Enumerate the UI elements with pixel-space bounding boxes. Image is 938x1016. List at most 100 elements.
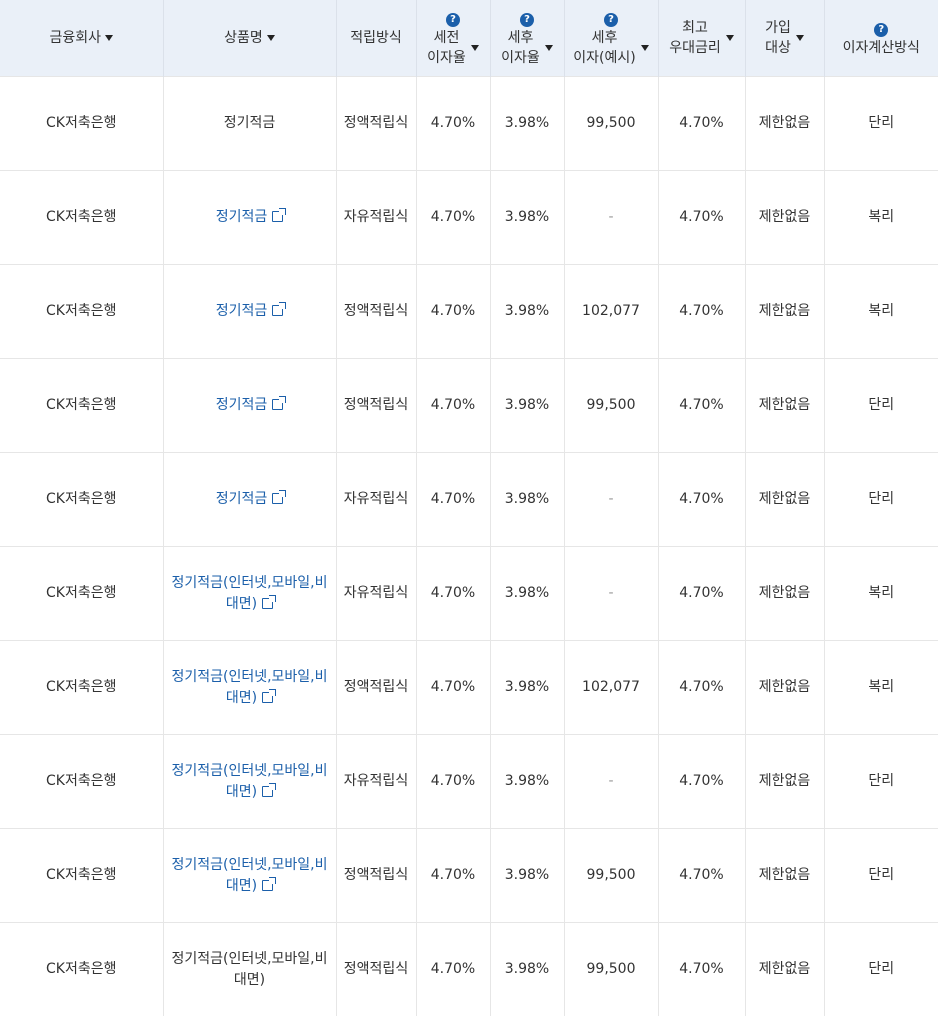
header-pretax-rate[interactable]: ? 세전 이자율 — [416, 0, 490, 77]
cell-product[interactable]: 정기적금(인터넷,모바일,비대면) — [163, 547, 336, 641]
external-link-icon[interactable] — [272, 493, 283, 504]
product-name[interactable]: 정기적금(인터넷,모바일,비대면) — [171, 575, 327, 612]
cell-method: 자유적립식 — [336, 171, 416, 265]
sort-caret-icon[interactable] — [641, 45, 649, 51]
cell-company: CK저축은행 — [0, 735, 163, 829]
target-value: 제한없음 — [759, 585, 811, 601]
header-product[interactable]: 상품명 — [163, 0, 336, 77]
header-pretax-line1: 세전 — [434, 30, 460, 46]
header-max-rate[interactable]: 최고 우대금리 — [658, 0, 745, 77]
cell-product[interactable]: 정기적금 — [163, 171, 336, 265]
pretax-rate-value: 4.70% — [431, 209, 475, 225]
cell-pretax-rate: 4.70% — [416, 359, 490, 453]
product-name[interactable]: 정기적금 — [216, 209, 268, 225]
product-name[interactable]: 정기적금 — [216, 491, 268, 507]
product-name[interactable]: 정기적금 — [216, 303, 268, 319]
cell-calc-method: 단리 — [824, 923, 938, 1016]
help-icon[interactable]: ? — [520, 13, 534, 27]
header-calc-method[interactable]: ? 이자계산방식 — [824, 0, 938, 77]
cell-product: 정기적금(인터넷,모바일,비대면) — [163, 923, 336, 1016]
external-link-icon[interactable] — [262, 598, 273, 609]
table-row: CK저축은행 정기적금 자유적립식 4.70% 3.98% - 4.70% 제한… — [0, 453, 938, 547]
cell-aftertax-interest: 102,077 — [564, 265, 658, 359]
company-name: CK저축은행 — [46, 867, 116, 883]
external-link-icon[interactable] — [272, 399, 283, 410]
target-value: 제한없음 — [759, 961, 811, 977]
sort-caret-icon[interactable] — [796, 35, 804, 41]
cell-product[interactable]: 정기적금 — [163, 453, 336, 547]
method-value: 정액적립식 — [344, 303, 408, 319]
aftertax-interest-value: - — [608, 585, 613, 601]
product-name[interactable]: 정기적금(인터넷,모바일,비대면) — [171, 669, 327, 706]
cell-product[interactable]: 정기적금(인터넷,모바일,비대면) — [163, 641, 336, 735]
help-icon[interactable]: ? — [604, 13, 618, 27]
sort-caret-icon[interactable] — [471, 45, 479, 51]
cell-company: CK저축은행 — [0, 359, 163, 453]
cell-pretax-rate: 4.70% — [416, 923, 490, 1016]
cell-product[interactable]: 정기적금 — [163, 359, 336, 453]
method-value: 자유적립식 — [344, 585, 408, 601]
cell-product[interactable]: 정기적금(인터넷,모바일,비대면) — [163, 829, 336, 923]
external-link-icon[interactable] — [262, 786, 273, 797]
company-name: CK저축은행 — [46, 773, 116, 789]
product-name: 정기적금 — [224, 115, 276, 131]
cell-pretax-rate: 4.70% — [416, 453, 490, 547]
aftertax-interest-value: - — [608, 773, 613, 789]
sort-caret-icon[interactable] — [105, 35, 113, 41]
cell-calc-method: 복리 — [824, 171, 938, 265]
table-row: CK저축은행 정기적금 정액적립식 4.70% 3.98% 99,500 4.7… — [0, 77, 938, 171]
cell-method: 정액적립식 — [336, 923, 416, 1016]
cell-company: CK저축은행 — [0, 923, 163, 1016]
cell-aftertax-rate: 3.98% — [490, 923, 564, 1016]
product-name[interactable]: 정기적금(인터넷,모바일,비대면) — [171, 763, 327, 800]
table-row: CK저축은행 정기적금(인터넷,모바일,비대면) 정액적립식 4.70% 3.9… — [0, 923, 938, 1016]
target-value: 제한없음 — [759, 397, 811, 413]
external-link-icon[interactable] — [272, 305, 283, 316]
external-link-icon[interactable] — [272, 211, 283, 222]
external-link-icon[interactable] — [262, 692, 273, 703]
cell-pretax-rate: 4.70% — [416, 735, 490, 829]
product-name[interactable]: 정기적금 — [216, 397, 268, 413]
aftertax-rate-value: 3.98% — [505, 303, 549, 319]
pretax-rate-value: 4.70% — [431, 303, 475, 319]
header-pretax-line2: 이자율 — [427, 50, 466, 66]
cell-calc-method: 복리 — [824, 547, 938, 641]
cell-method: 자유적립식 — [336, 453, 416, 547]
header-company[interactable]: 금융회사 — [0, 0, 163, 77]
max-rate-value: 4.70% — [679, 961, 723, 977]
table-row: CK저축은행 정기적금(인터넷,모바일,비대면) 정액적립식 4.70% 3.9… — [0, 641, 938, 735]
cell-pretax-rate: 4.70% — [416, 547, 490, 641]
cell-target: 제한없음 — [745, 359, 824, 453]
header-aftertax-rate[interactable]: ? 세후 이자율 — [490, 0, 564, 77]
cell-aftertax-interest: - — [564, 735, 658, 829]
cell-target: 제한없음 — [745, 77, 824, 171]
max-rate-value: 4.70% — [679, 491, 723, 507]
calc-method-value: 복리 — [868, 303, 894, 319]
header-target[interactable]: 가입 대상 — [745, 0, 824, 77]
header-aftertax-interest[interactable]: ? 세후 이자(예시) — [564, 0, 658, 77]
help-icon[interactable]: ? — [446, 13, 460, 27]
cell-aftertax-rate: 3.98% — [490, 735, 564, 829]
cell-aftertax-interest: 99,500 — [564, 829, 658, 923]
product-name[interactable]: 정기적금(인터넷,모바일,비대면) — [171, 857, 327, 894]
max-rate-value: 4.70% — [679, 773, 723, 789]
cell-aftertax-rate: 3.98% — [490, 77, 564, 171]
cell-aftertax-interest: - — [564, 547, 658, 641]
target-value: 제한없음 — [759, 303, 811, 319]
help-icon[interactable]: ? — [874, 23, 888, 37]
cell-method: 자유적립식 — [336, 735, 416, 829]
aftertax-interest-value: 102,077 — [582, 679, 640, 695]
sort-caret-icon[interactable] — [267, 35, 275, 41]
external-link-icon[interactable] — [262, 880, 273, 891]
cell-aftertax-rate: 3.98% — [490, 359, 564, 453]
sort-caret-icon[interactable] — [545, 45, 553, 51]
cell-method: 정액적립식 — [336, 829, 416, 923]
cell-product[interactable]: 정기적금 — [163, 265, 336, 359]
cell-product[interactable]: 정기적금(인터넷,모바일,비대면) — [163, 735, 336, 829]
method-value: 자유적립식 — [344, 773, 408, 789]
pretax-rate-value: 4.70% — [431, 867, 475, 883]
sort-caret-icon[interactable] — [726, 35, 734, 41]
calc-method-value: 단리 — [868, 115, 894, 131]
aftertax-rate-value: 3.98% — [505, 773, 549, 789]
target-value: 제한없음 — [759, 491, 811, 507]
